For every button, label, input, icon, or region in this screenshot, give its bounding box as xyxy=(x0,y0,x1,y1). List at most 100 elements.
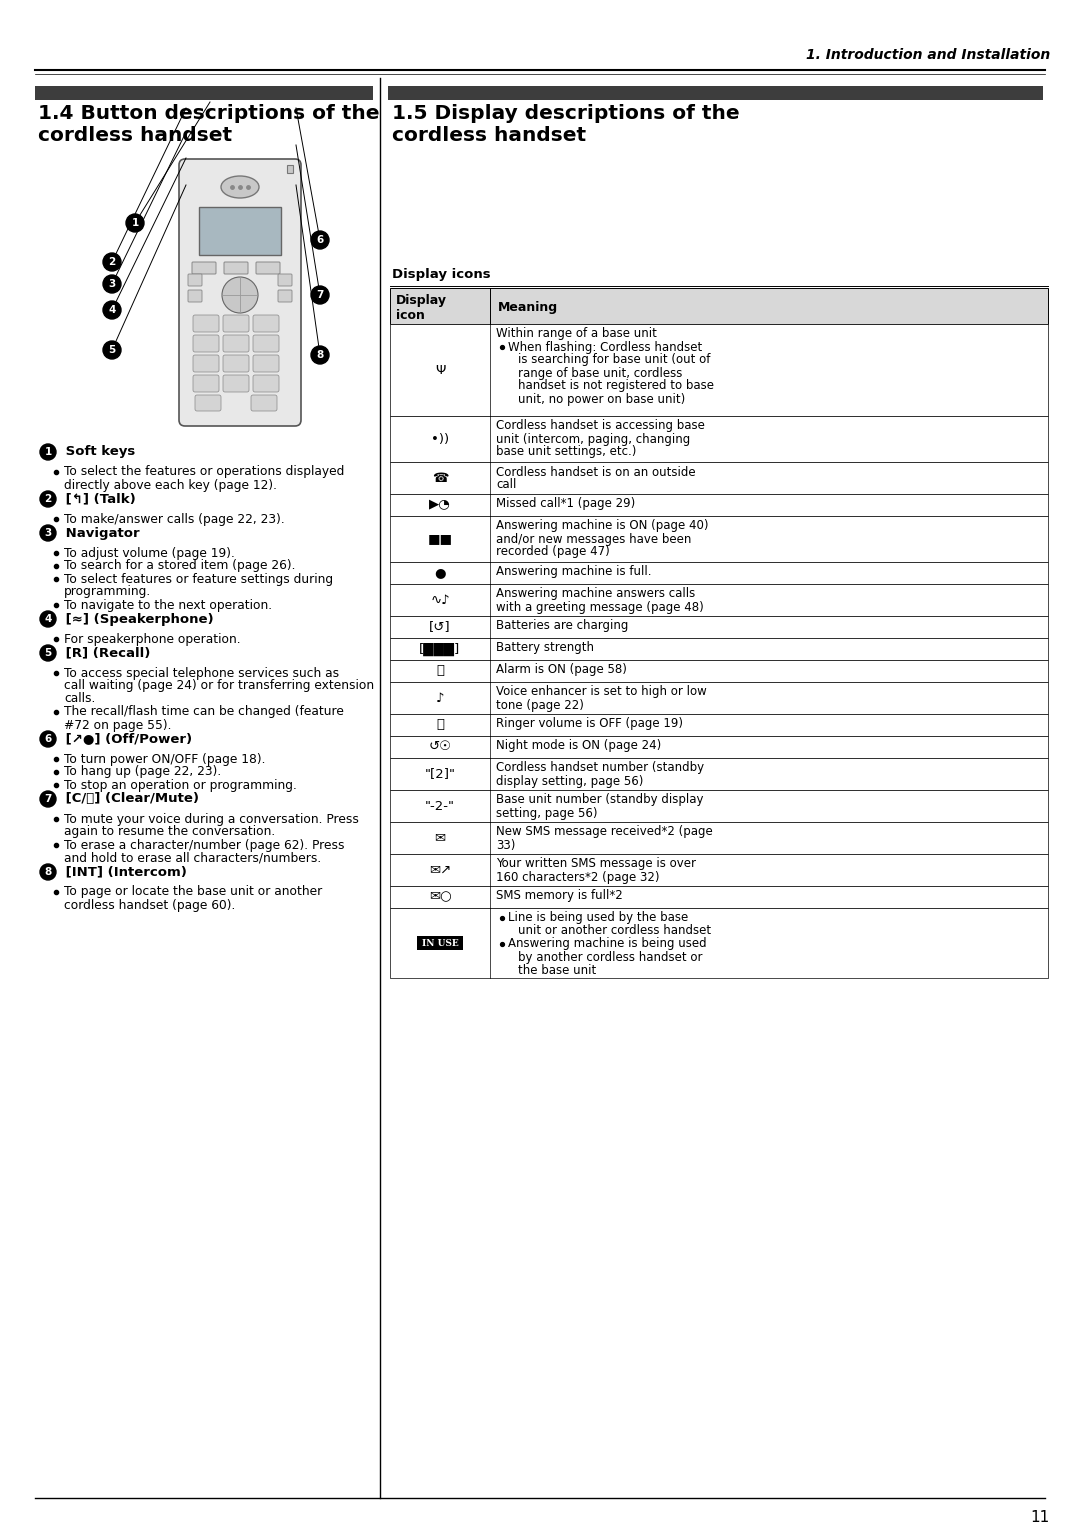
Text: ∿♪: ∿♪ xyxy=(430,593,449,607)
Text: Batteries are charging: Batteries are charging xyxy=(496,619,629,633)
Text: call waiting (page 24) or for transferring extension: call waiting (page 24) or for transferri… xyxy=(64,680,374,692)
Text: ●: ● xyxy=(434,567,446,579)
Bar xyxy=(390,287,1048,324)
Bar xyxy=(390,681,1048,714)
Text: Answering machine is full.: Answering machine is full. xyxy=(496,565,651,579)
Bar xyxy=(390,736,1048,758)
Text: Alarm is ON (page 58): Alarm is ON (page 58) xyxy=(496,663,626,677)
Text: To turn power ON/OFF (page 18).: To turn power ON/OFF (page 18). xyxy=(64,752,266,766)
Text: 1.4 Button descriptions of the
cordless handset: 1.4 Button descriptions of the cordless … xyxy=(38,104,379,145)
Text: 11: 11 xyxy=(1030,1510,1050,1525)
Text: To mute your voice during a conversation. Press: To mute your voice during a conversation… xyxy=(64,813,359,825)
Text: 5: 5 xyxy=(44,648,52,659)
FancyBboxPatch shape xyxy=(193,335,219,351)
Text: 160 characters*2 (page 32): 160 characters*2 (page 32) xyxy=(496,871,660,883)
Text: Ringer volume is OFF (page 19): Ringer volume is OFF (page 19) xyxy=(496,718,683,730)
Circle shape xyxy=(40,490,56,507)
FancyBboxPatch shape xyxy=(253,354,279,371)
FancyBboxPatch shape xyxy=(278,290,292,303)
Text: recorded (page 47): recorded (page 47) xyxy=(496,545,610,559)
Text: Answering machine is being used: Answering machine is being used xyxy=(508,938,706,950)
Text: by another cordless handset or: by another cordless handset or xyxy=(518,950,702,964)
Text: cordless handset (page 60).: cordless handset (page 60). xyxy=(64,898,235,912)
Text: [≈] (Speakerphone): [≈] (Speakerphone) xyxy=(60,613,214,625)
Text: unit or another cordless handset: unit or another cordless handset xyxy=(518,924,711,938)
Ellipse shape xyxy=(221,176,259,199)
Text: To adjust volume (page 19).: To adjust volume (page 19). xyxy=(64,547,234,559)
Text: setting, page 56): setting, page 56) xyxy=(496,807,597,819)
Text: Base unit number (standby display: Base unit number (standby display xyxy=(496,793,703,807)
FancyBboxPatch shape xyxy=(222,315,249,332)
Text: [C/⨉] (Clear/Mute): [C/⨉] (Clear/Mute) xyxy=(60,793,199,805)
Text: To stop an operation or programming.: To stop an operation or programming. xyxy=(64,778,297,792)
Bar xyxy=(390,886,1048,908)
Text: calls.: calls. xyxy=(64,692,95,706)
Text: 8: 8 xyxy=(316,350,324,361)
Circle shape xyxy=(40,526,56,541)
Text: To hang up (page 22, 23).: To hang up (page 22, 23). xyxy=(64,766,221,778)
Text: For speakerphone operation.: For speakerphone operation. xyxy=(64,633,241,645)
FancyBboxPatch shape xyxy=(192,261,216,274)
FancyBboxPatch shape xyxy=(179,159,301,426)
Text: with a greeting message (page 48): with a greeting message (page 48) xyxy=(496,601,704,614)
Text: handset is not registered to base: handset is not registered to base xyxy=(518,379,714,393)
Text: Cordless handset is on an outside: Cordless handset is on an outside xyxy=(496,466,696,478)
Bar xyxy=(390,660,1048,681)
Bar xyxy=(199,206,281,255)
Text: 1: 1 xyxy=(132,219,138,228)
FancyBboxPatch shape xyxy=(253,374,279,393)
FancyBboxPatch shape xyxy=(193,374,219,393)
Bar xyxy=(390,494,1048,516)
Text: display setting, page 56): display setting, page 56) xyxy=(496,775,644,787)
Text: base unit settings, etc.): base unit settings, etc.) xyxy=(496,446,636,458)
Text: To select the features or operations displayed: To select the features or operations dis… xyxy=(64,466,345,478)
Text: 6: 6 xyxy=(44,733,52,744)
Text: 2: 2 xyxy=(108,257,116,267)
Bar xyxy=(35,86,373,99)
Text: The recall/flash time can be changed (feature: The recall/flash time can be changed (fe… xyxy=(64,706,343,718)
FancyBboxPatch shape xyxy=(251,396,276,411)
Text: the base unit: the base unit xyxy=(518,964,596,976)
Bar xyxy=(390,516,1048,562)
Text: call: call xyxy=(496,478,516,492)
Text: To access special telephone services such as: To access special telephone services suc… xyxy=(64,666,339,680)
Text: Your written SMS message is over: Your written SMS message is over xyxy=(496,857,696,871)
Bar xyxy=(390,908,1048,978)
Circle shape xyxy=(222,277,258,313)
Text: [↗●] (Off/Power): [↗●] (Off/Power) xyxy=(60,732,192,746)
Text: unit (intercom, paging, changing: unit (intercom, paging, changing xyxy=(496,432,690,446)
Bar xyxy=(390,562,1048,584)
Text: Voice enhancer is set to high or low: Voice enhancer is set to high or low xyxy=(496,686,706,698)
Circle shape xyxy=(126,214,144,232)
Text: ▶◔: ▶◔ xyxy=(429,498,450,512)
Bar xyxy=(417,937,463,950)
Bar xyxy=(390,324,1048,416)
Bar xyxy=(390,584,1048,616)
Text: 7: 7 xyxy=(44,795,52,804)
Text: Within range of a base unit: Within range of a base unit xyxy=(496,327,657,341)
FancyBboxPatch shape xyxy=(278,274,292,286)
Text: To search for a stored item (page 26).: To search for a stored item (page 26). xyxy=(64,559,296,573)
Text: 4: 4 xyxy=(44,614,52,623)
FancyBboxPatch shape xyxy=(253,315,279,332)
Text: 5: 5 xyxy=(108,345,116,354)
Bar xyxy=(390,854,1048,886)
Text: ✉○: ✉○ xyxy=(429,891,451,903)
Text: 2: 2 xyxy=(44,494,52,504)
Bar xyxy=(390,822,1048,854)
Text: ⨉: ⨉ xyxy=(436,718,444,732)
Circle shape xyxy=(103,341,121,359)
Text: directly above each key (page 12).: directly above each key (page 12). xyxy=(64,478,276,492)
Bar xyxy=(390,461,1048,494)
Text: Battery strength: Battery strength xyxy=(496,642,594,654)
Text: Line is being used by the base: Line is being used by the base xyxy=(508,912,688,924)
Circle shape xyxy=(40,863,56,880)
Text: To select features or feature settings during: To select features or feature settings d… xyxy=(64,573,333,585)
Text: 6: 6 xyxy=(316,235,324,244)
Text: is searching for base unit (out of: is searching for base unit (out of xyxy=(518,353,711,367)
Text: Answering machine answers calls: Answering machine answers calls xyxy=(496,587,696,601)
Text: Cordless handset number (standby: Cordless handset number (standby xyxy=(496,761,704,775)
Text: 8: 8 xyxy=(44,866,52,877)
Text: 33): 33) xyxy=(496,839,515,851)
Text: Meaning: Meaning xyxy=(498,301,558,313)
